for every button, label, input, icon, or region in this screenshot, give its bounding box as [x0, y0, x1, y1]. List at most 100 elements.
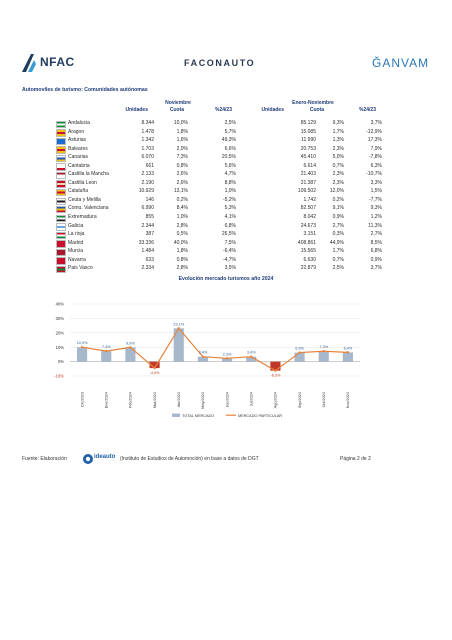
cell-share-nov: 13,1% — [173, 188, 188, 195]
y-tick-label: 40% — [56, 302, 65, 307]
region-name: Andalucia — [68, 120, 90, 126]
group-header-jan-nov: Enero-Noviembre — [292, 100, 334, 106]
x-tick-label: Sep/2024 — [298, 392, 302, 408]
x-tick-label: Jun/2024 — [225, 392, 229, 408]
ideauto-mark-icon — [83, 454, 93, 464]
region-flag-icon — [56, 188, 66, 197]
bar-total-market — [318, 351, 329, 362]
bar-total-market — [173, 328, 184, 362]
cell-share-nov: 10,0% — [173, 120, 188, 126]
region-name: Murcia — [68, 248, 84, 255]
data-label: 3,4% — [199, 351, 208, 355]
y-tick-label: 30% — [56, 316, 65, 321]
cell-units-ytd: 85.129 — [300, 120, 316, 126]
line-point — [201, 355, 205, 358]
cell-change-nov: 26,5% — [221, 231, 236, 238]
cell-share-ytd: 0,2% — [332, 196, 344, 203]
cell-units-nov: 10.929 — [138, 188, 154, 195]
cell-share-ytd: 1,7% — [332, 128, 344, 135]
region-name: Navarra — [68, 256, 86, 263]
region-flag-icon — [56, 197, 66, 205]
col-header-units-ytd: Unidades — [261, 107, 284, 113]
cell-units-ytd: 15.565 — [300, 248, 316, 255]
cell-units-nov: 855 — [145, 214, 154, 221]
anfac-mark-icon — [22, 54, 36, 72]
cell-units-nov: 1.478 — [141, 128, 154, 135]
col-header-share: Cuota — [169, 107, 184, 113]
chart-title: Evolución mercado turismos año 2024 — [178, 276, 274, 282]
region-flag-icon — [56, 120, 66, 128]
region-flag-icon — [56, 206, 66, 214]
line-point — [105, 349, 108, 353]
line-point — [274, 369, 277, 372]
bar-total-market — [125, 347, 136, 362]
cell-units-ytd: 22.879 — [300, 265, 316, 272]
cell-change-nov: 4,7% — [224, 171, 236, 178]
region-flag-icon — [56, 180, 66, 188]
region-name: Baleares — [68, 145, 88, 152]
cell-change-ytd: 6,3% — [370, 162, 382, 169]
bar-total-market — [294, 352, 305, 362]
x-tick-label: Oct/2024 — [322, 392, 326, 407]
cell-units-ytd: 15.085 — [300, 128, 316, 135]
cell-change-nov: 4,1% — [224, 214, 236, 221]
cell-change-ytd: -7,8% — [368, 154, 382, 161]
cell-change-ytd: 3,7% — [370, 265, 382, 272]
region-flag-icon — [56, 163, 66, 171]
cell-change-ytd: -12,9% — [366, 128, 382, 135]
cell-change-nov: 3,5% — [224, 265, 236, 272]
bar-total-market — [197, 356, 208, 362]
region-name: Aragon — [68, 128, 85, 135]
x-tick-label: May/2024 — [201, 392, 205, 409]
cell-units-ytd: 45.410 — [300, 154, 316, 161]
bar-total-market — [270, 361, 281, 371]
region-flag-icon — [56, 171, 66, 180]
regions-table: Andalucia 8.344 10,0% 2,5% 85.129 9,3% 3,7% Ara… — [56, 119, 386, 274]
data-label: -4,5% — [150, 371, 161, 375]
table-row: Castilla Leon 2.190 2,6% 8,8% 21.387 2,3% 3,3% — [56, 179, 386, 188]
y-tick-label: 10% — [56, 345, 65, 350]
region-name: Cantabria — [68, 162, 90, 169]
cell-units-ytd: 11.990 — [301, 137, 316, 144]
data-label: 6,4% — [344, 346, 353, 350]
cell-change-nov: 6,6% — [224, 145, 236, 152]
cell-share-nov: 1,0% — [176, 214, 188, 221]
table-row: Andalucia 8.344 10,0% 2,5% 85.129 9,3% 3,7% — [56, 119, 386, 128]
region-flag-icon — [56, 146, 66, 154]
x-tick-label: Nov/2024 — [346, 392, 350, 408]
faconauto-logo: FACONAUTO — [184, 58, 256, 68]
table-row: Cantabria 661 0,8% 5,6% 6.614 0,7% 6,3% — [56, 162, 386, 171]
x-tick-label: Dic/2023 — [80, 392, 84, 407]
data-label: 7,3% — [102, 345, 111, 349]
cell-units-nov: 661 — [145, 162, 154, 169]
bar-total-market — [222, 358, 233, 362]
cell-change-ytd: 17,3% — [367, 137, 382, 144]
line-point — [129, 346, 132, 349]
table-row: Extremadura 855 1,0% 4,1% 8.042 0,9% 1,2% — [56, 213, 386, 222]
cell-units-ytd: 21.387 — [300, 179, 316, 186]
cell-change-nov: 8,8% — [224, 179, 236, 186]
cell-change-ytd: 2,7% — [370, 231, 382, 238]
cell-share-nov: 2,8% — [176, 222, 188, 229]
region-name: Asturias — [68, 137, 87, 144]
cell-units-nov: 2.190 — [141, 179, 154, 186]
cell-units-nov: 2.344 — [141, 222, 154, 229]
cell-change-nov: 49,3% — [221, 137, 236, 144]
cell-share-nov: 2,6% — [176, 179, 188, 186]
cell-units-nov: 6.990 — [141, 205, 154, 212]
line-point — [177, 327, 180, 330]
cell-share-ytd: 2,7% — [332, 222, 344, 229]
region-name: La rioja — [68, 231, 85, 238]
cell-units-nov: 1.342 — [141, 137, 154, 144]
region-flag-icon — [56, 223, 66, 231]
region-name: Madrid — [68, 239, 84, 246]
cell-change-ytd: -7,7% — [368, 196, 382, 203]
y-tick-label: 20% — [56, 330, 65, 335]
cell-units-ytd: 82.507 — [300, 205, 316, 212]
cell-share-nov: 40,0% — [173, 239, 188, 246]
cell-units-nov: 633 — [145, 256, 154, 263]
cell-change-ytd: 1,2% — [370, 214, 382, 221]
x-tick-label: Feb/2024 — [129, 392, 133, 408]
footer-source-label: Fuente: Elaboración — [22, 456, 67, 462]
y-tick-label: -10% — [54, 374, 64, 379]
